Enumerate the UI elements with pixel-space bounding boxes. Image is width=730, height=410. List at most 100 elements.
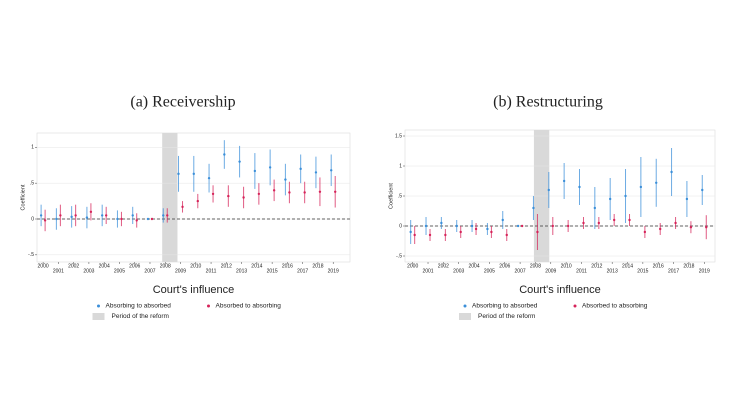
x-tick-label: 2011 <box>206 268 217 274</box>
point <box>330 169 333 172</box>
x-tick-label: 2002 <box>68 263 79 269</box>
point <box>624 194 627 198</box>
x-tick-label: 2008 <box>530 263 541 269</box>
x-tick-label: 2016 <box>653 263 664 269</box>
y-tick-label: 1 <box>31 145 34 151</box>
point <box>85 216 89 219</box>
point <box>444 233 447 237</box>
reform-shade <box>162 133 178 262</box>
point <box>284 178 287 181</box>
point <box>659 227 662 231</box>
point <box>211 192 215 196</box>
point <box>318 190 322 193</box>
y-tick-label: 0 <box>399 223 402 229</box>
x-tick-label: 2017 <box>297 268 308 274</box>
legend-marker <box>463 304 467 308</box>
point <box>520 224 524 228</box>
point <box>655 181 658 184</box>
point <box>562 179 566 183</box>
point <box>177 172 180 176</box>
point <box>120 217 123 221</box>
point <box>288 191 291 194</box>
x-tick-label: 2008 <box>160 263 171 269</box>
legend-shade <box>459 313 471 320</box>
x-tick-label: 2001 <box>422 268 433 274</box>
point <box>116 217 119 221</box>
point <box>597 221 601 225</box>
point <box>299 167 302 171</box>
point <box>639 185 643 189</box>
point <box>196 199 199 203</box>
point <box>146 217 150 221</box>
point <box>516 224 520 228</box>
x-tick-label: 2010 <box>190 263 201 269</box>
point <box>150 217 154 221</box>
x-tick-label: 2004 <box>99 263 110 269</box>
x-tick-label: 2017 <box>668 268 679 274</box>
point <box>135 219 138 222</box>
x-tick-label: 2013 <box>607 268 618 274</box>
x-tick-label: 2001 <box>53 268 64 274</box>
x-axis-label: Court's influence <box>153 284 235 296</box>
legend-label: Absorbed to absorbing <box>582 303 648 310</box>
point <box>566 224 570 228</box>
point <box>608 197 612 201</box>
point <box>334 190 337 193</box>
point <box>643 230 647 234</box>
x-tick-label: 2005 <box>484 268 495 274</box>
x-tick-label: 2009 <box>545 268 556 274</box>
legend-label: Absorbing to absorbed <box>472 303 538 310</box>
point <box>100 214 104 217</box>
point <box>39 214 43 217</box>
panel-title: (a) Receivership <box>130 94 235 111</box>
x-tick-label: 2006 <box>129 263 140 269</box>
plot-area <box>36 132 351 263</box>
x-tick-label: 2006 <box>499 263 510 269</box>
x-tick-label: 2010 <box>561 263 572 269</box>
point <box>578 185 581 189</box>
point <box>459 230 462 234</box>
x-tick-label: 2012 <box>591 263 602 269</box>
point <box>162 214 165 217</box>
point <box>455 224 458 228</box>
y-tick-label: 0 <box>31 216 34 222</box>
x-tick-label: 2014 <box>622 263 633 269</box>
point <box>551 224 554 228</box>
point <box>272 189 276 192</box>
point <box>532 206 535 210</box>
point <box>628 218 631 222</box>
point <box>70 215 73 219</box>
x-tick-label: 2003 <box>83 268 94 274</box>
y-tick-label: -.5 <box>396 253 402 259</box>
point <box>59 214 62 217</box>
point <box>166 214 169 217</box>
point <box>486 227 489 231</box>
legend-label: Absorbed to absorbing <box>216 303 282 310</box>
y-axis-label: Coefficient <box>388 183 394 209</box>
x-axis-label: Court's influence <box>519 284 601 296</box>
point <box>705 226 708 229</box>
x-tick-label: 2011 <box>576 268 587 274</box>
point <box>670 170 673 174</box>
point <box>582 221 585 225</box>
y-tick-label: 1 <box>399 163 402 169</box>
point <box>547 188 550 192</box>
x-tick-label: 2000 <box>38 263 49 269</box>
point <box>314 171 318 174</box>
x-tick-label: 2018 <box>683 263 694 269</box>
x-tick-label: 2003 <box>453 268 464 274</box>
x-tick-label: 2018 <box>312 263 323 269</box>
point <box>685 197 689 201</box>
point <box>131 214 134 217</box>
point <box>428 233 432 237</box>
legend-label: Period of the reform <box>478 313 535 320</box>
x-tick-label: 2013 <box>236 268 247 274</box>
legend-marker <box>573 304 577 308</box>
x-tick-label: 2005 <box>114 268 125 274</box>
point <box>470 224 474 228</box>
panel-title: (b) Restructuring <box>493 94 603 111</box>
legend-shade <box>92 313 105 320</box>
x-tick-label: 2015 <box>637 268 648 274</box>
x-tick-label: 2007 <box>144 268 155 274</box>
